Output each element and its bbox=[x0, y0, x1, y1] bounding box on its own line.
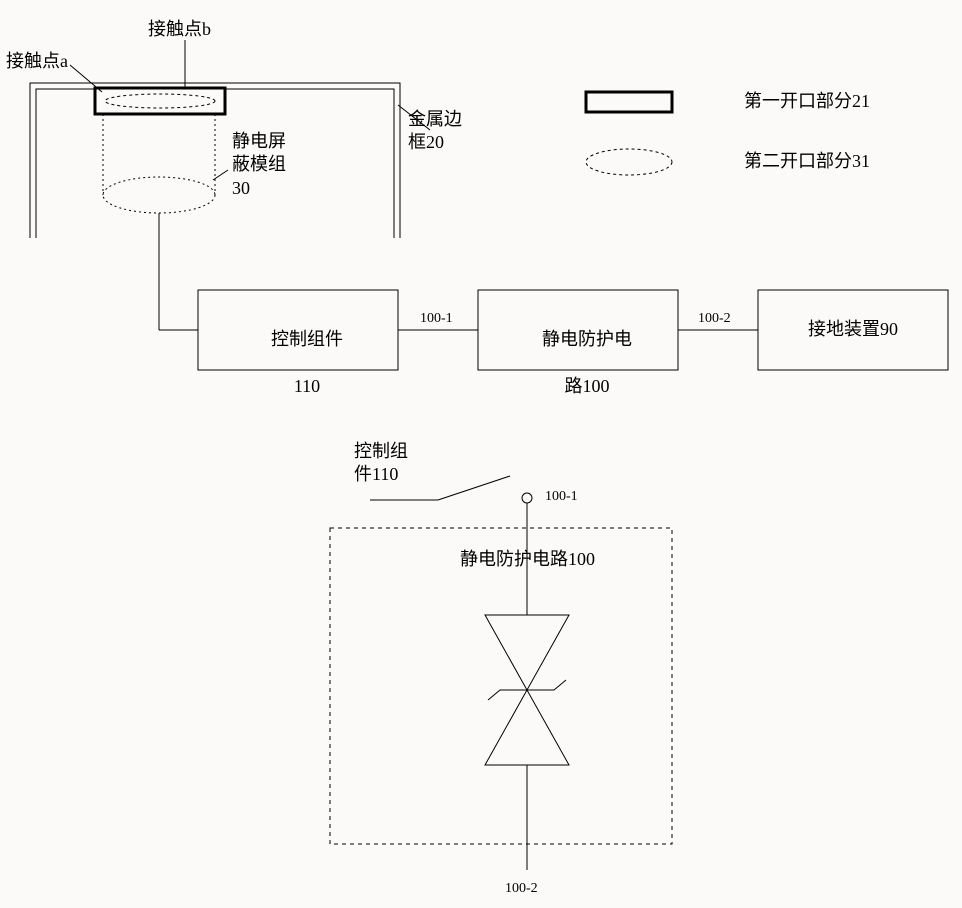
box-esd-line2: 路100 bbox=[565, 376, 610, 396]
box-esd-line1: 静电防护电 bbox=[542, 329, 632, 349]
legend-ellipse-symbol bbox=[586, 149, 672, 175]
conn2-label: 100-2 bbox=[698, 310, 731, 328]
tvs-diode bbox=[485, 615, 569, 765]
legend-item1-text: 第一开口部分21 bbox=[744, 90, 870, 113]
metal-frame bbox=[30, 83, 430, 238]
box-esd-text: 静电防护电 路100 bbox=[478, 305, 678, 422]
box-control-text: 控制组件 110 bbox=[198, 305, 398, 422]
svg-layer bbox=[0, 0, 962, 908]
callout-shield-module: 静电屏 蔽模组 30 bbox=[232, 130, 286, 200]
circuit-dashed-box bbox=[330, 528, 672, 844]
first-opening-rect bbox=[95, 88, 225, 114]
node-100-2: 100-2 bbox=[505, 880, 538, 898]
second-opening-ellipse bbox=[105, 94, 215, 108]
input-wire bbox=[159, 213, 198, 330]
circuit-title: 静电防护电路100 bbox=[460, 548, 595, 571]
callout-contact-a: 接触点a bbox=[6, 50, 68, 73]
callout-a-leader bbox=[70, 65, 102, 92]
callout-contact-b: 接触点b bbox=[148, 18, 211, 41]
box-ground-text: 接地装置90 bbox=[758, 318, 948, 341]
legend-item2-text: 第二开口部分31 bbox=[744, 150, 870, 173]
switch-label: 控制组 件110 bbox=[354, 440, 408, 487]
frame-label: 金属边 框20 bbox=[408, 108, 462, 155]
diagram-canvas: 接触点a 接触点b 静电屏 蔽模组 30 金属边 框20 第一开口部分21 第二… bbox=[0, 0, 962, 908]
node-100-1: 100-1 bbox=[545, 488, 578, 506]
legend-rect-symbol bbox=[586, 92, 672, 112]
conn1-label: 100-1 bbox=[420, 310, 453, 328]
box-control-line1: 控制组件 bbox=[271, 329, 343, 349]
box-control-line2: 110 bbox=[294, 376, 320, 396]
shield-cylinder bbox=[103, 114, 215, 213]
